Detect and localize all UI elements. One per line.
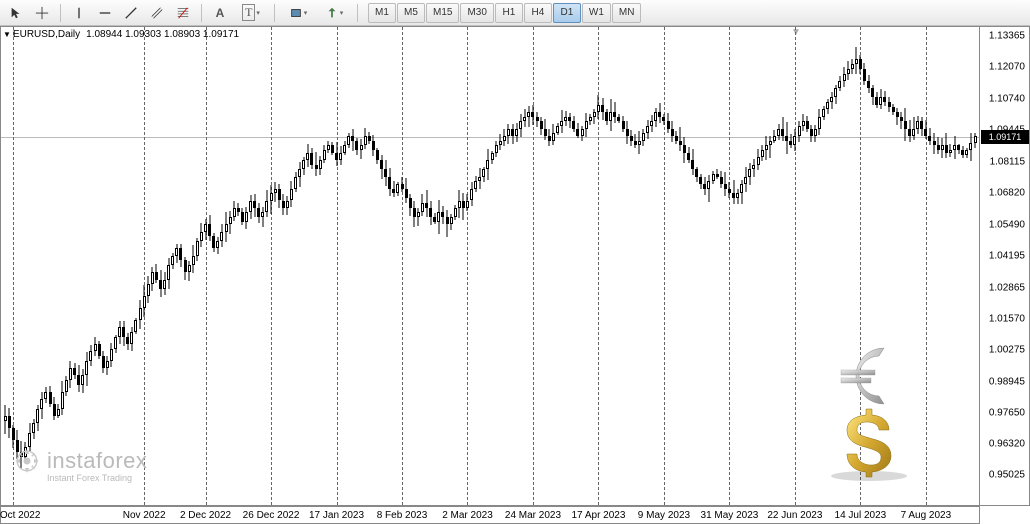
timeframe-mn[interactable]: MN: [612, 3, 642, 23]
arrows-icon[interactable]: ▾: [317, 2, 351, 24]
period-separator: [664, 27, 665, 505]
timeframe-m30[interactable]: M30: [460, 3, 493, 23]
x-tick-label: 17 Jan 2023: [309, 510, 364, 521]
y-tick-label: 0.98945: [989, 376, 1025, 387]
current-price-flag: 1.09171: [981, 130, 1029, 144]
y-tick-label: 0.97650: [989, 407, 1025, 418]
x-tick-label: 27 Oct 2022: [0, 510, 40, 521]
hline-icon[interactable]: [93, 2, 117, 24]
y-tick-label: 1.08115: [990, 156, 1025, 167]
cursor-icon[interactable]: [4, 2, 28, 24]
ohlc-label: 1.08944 1.09303 1.08903 1.09171: [86, 29, 239, 40]
euro-dollar-graphic: [819, 341, 919, 481]
timeframe-m5[interactable]: M5: [397, 3, 425, 23]
date-axis: 27 Oct 2022 Nov 2022 2 Dec 2022 26 Dec 2022…: [0, 506, 980, 524]
fibo-icon[interactable]: [171, 2, 195, 24]
period-separator: [926, 27, 927, 505]
x-tick-label: 9 May 2023: [638, 510, 690, 521]
y-tick-label: 1.06820: [989, 187, 1025, 198]
instaforex-logo-icon: [13, 447, 41, 475]
scroll-marker-icon: ▼: [791, 27, 807, 37]
x-tick-label: 26 Dec 2022: [243, 510, 300, 521]
period-separator: [271, 27, 272, 505]
current-price-line: [1, 137, 979, 138]
chart-container: ▼ EURUSD,Daily 1.08944 1.09303 1.08903 1…: [0, 26, 1030, 524]
brand-watermark: instaforex Instant Forex Trading: [13, 447, 147, 483]
watermark-tagline: Instant Forex Trading: [47, 473, 147, 483]
y-tick-label: 1.00275: [989, 344, 1025, 355]
y-tick-label: 0.95025: [989, 470, 1025, 481]
separator: [60, 4, 61, 22]
period-separator: [729, 27, 730, 505]
text-label-icon[interactable]: T▾: [234, 2, 268, 24]
timeframe-group: M1M5M15M30H1H4D1W1MN: [368, 3, 641, 23]
trendline-icon[interactable]: [119, 2, 143, 24]
x-tick-label: Nov 2022: [123, 510, 166, 521]
x-tick-label: 7 Aug 2023: [901, 510, 952, 521]
y-tick-label: 1.04195: [989, 250, 1025, 261]
separator: [274, 4, 275, 22]
period-separator: [533, 27, 534, 505]
drawing-toolbar: AT▾ ▾▾ M1M5M15M30H1H4D1W1MN: [0, 0, 1030, 26]
timeframe-m1[interactable]: M1: [368, 3, 396, 23]
x-tick-label: 14 Jul 2023: [835, 510, 887, 521]
x-tick-label: 24 Mar 2023: [505, 510, 561, 521]
price-chart[interactable]: ▼ EURUSD,Daily 1.08944 1.09303 1.08903 1…: [0, 26, 980, 506]
x-tick-label: 8 Feb 2023: [377, 510, 428, 521]
channel-icon[interactable]: [145, 2, 169, 24]
watermark-brand: instaforex: [47, 448, 147, 474]
x-tick-label: 2 Dec 2022: [180, 510, 231, 521]
timeframe-d1[interactable]: D1: [553, 3, 581, 23]
y-tick-label: 1.02865: [989, 282, 1025, 293]
y-tick-label: 1.13365: [989, 31, 1025, 42]
period-separator: [206, 27, 207, 505]
y-tick-label: 1.01570: [989, 313, 1025, 324]
x-tick-label: 2 Mar 2023: [442, 510, 493, 521]
price-axis: 1.133651.120701.107401.094451.081151.068…: [980, 26, 1030, 506]
crosshair-icon[interactable]: [30, 2, 54, 24]
timeframe-w1[interactable]: W1: [582, 3, 611, 23]
symbol-label: EURUSD,Daily: [13, 29, 80, 40]
timeframe-h1[interactable]: H1: [495, 3, 523, 23]
chart-menu-dropdown-icon[interactable]: ▼: [3, 30, 11, 39]
period-separator: [402, 27, 403, 505]
period-separator: [337, 27, 338, 505]
text-icon[interactable]: A: [208, 2, 232, 24]
period-separator: [795, 27, 796, 505]
period-separator: [467, 27, 468, 505]
y-tick-label: 1.10740: [989, 93, 1025, 104]
timeframe-m15[interactable]: M15: [426, 3, 459, 23]
y-tick-label: 0.96320: [989, 439, 1025, 450]
period-separator: [144, 27, 145, 505]
separator: [357, 4, 358, 22]
y-tick-label: 1.05490: [989, 219, 1025, 230]
x-tick-label: 17 Apr 2023: [571, 510, 625, 521]
shapes-icon[interactable]: ▾: [281, 2, 315, 24]
chart-info-bar: ▼ EURUSD,Daily 1.08944 1.09303 1.08903 1…: [3, 29, 239, 40]
y-tick-label: 1.12070: [989, 62, 1025, 73]
vline-icon[interactable]: [67, 2, 91, 24]
x-tick-label: 22 Jun 2023: [767, 510, 822, 521]
separator: [201, 4, 202, 22]
timeframe-h4[interactable]: H4: [524, 3, 552, 23]
x-tick-label: 31 May 2023: [701, 510, 759, 521]
